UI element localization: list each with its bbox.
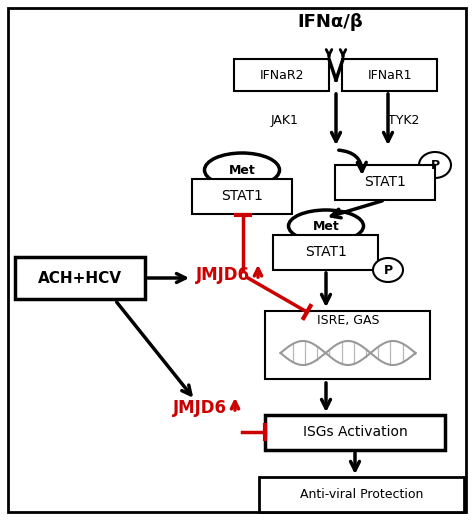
Bar <box>192 178 292 214</box>
Bar <box>265 311 430 379</box>
Bar <box>15 257 145 299</box>
Text: STAT1: STAT1 <box>364 175 406 189</box>
Bar <box>259 476 465 512</box>
Text: JAK1: JAK1 <box>271 113 299 126</box>
Text: P: P <box>383 264 392 277</box>
Ellipse shape <box>373 258 403 282</box>
Bar <box>235 59 329 91</box>
Ellipse shape <box>204 153 280 187</box>
Ellipse shape <box>419 152 451 178</box>
Text: P: P <box>430 159 439 172</box>
Text: TYK2: TYK2 <box>388 113 419 126</box>
Bar <box>265 414 445 449</box>
Text: JMJD6: JMJD6 <box>173 399 227 417</box>
Text: Met: Met <box>313 219 339 232</box>
Ellipse shape <box>289 210 364 242</box>
Bar <box>343 59 438 91</box>
Text: ISRE, GAS: ISRE, GAS <box>317 314 379 327</box>
Text: IFNα/β: IFNα/β <box>297 13 363 31</box>
Text: Anti-viral Protection: Anti-viral Protection <box>301 488 424 501</box>
Text: ISGs Activation: ISGs Activation <box>302 425 407 439</box>
Bar <box>273 235 379 269</box>
Text: IFNaR1: IFNaR1 <box>368 69 412 82</box>
Text: Met: Met <box>228 163 255 176</box>
FancyArrowPatch shape <box>339 150 366 172</box>
Text: STAT1: STAT1 <box>305 245 347 259</box>
Text: IFNaR2: IFNaR2 <box>260 69 304 82</box>
Text: ACH+HCV: ACH+HCV <box>38 270 122 285</box>
Text: JMJD6: JMJD6 <box>196 266 250 284</box>
Bar <box>335 164 435 200</box>
Text: STAT1: STAT1 <box>221 189 263 203</box>
